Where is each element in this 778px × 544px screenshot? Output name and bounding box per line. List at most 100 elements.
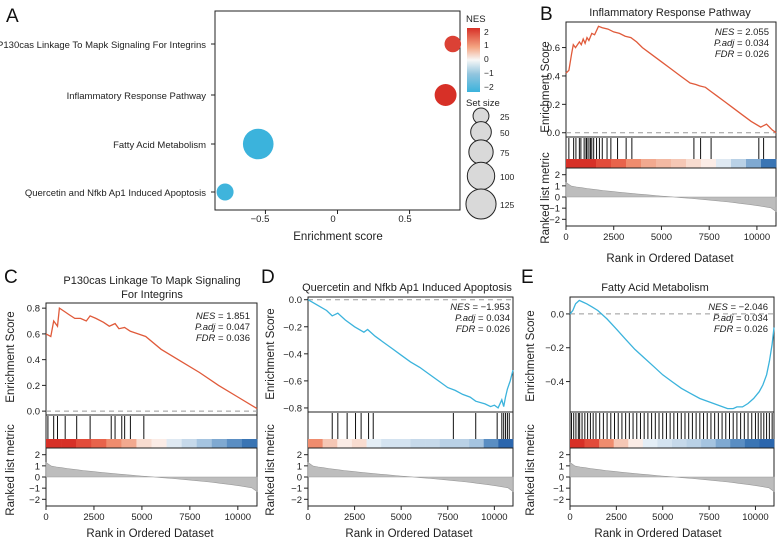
panel-b-x-axis-title: Rank in Ordered Dataset — [606, 253, 734, 265]
size-legend-circle-3 — [466, 161, 496, 191]
panel-c-es-tick-label-0: 0.0 — [27, 407, 40, 418]
panel-b-stat-nes-value: 2.055 — [745, 27, 769, 38]
panel-e-heatmap-cell-9 — [701, 439, 717, 448]
panel-e-metric-tick-label-3: −1 — [553, 484, 564, 495]
nes-legend-tick-4: −2 — [484, 82, 494, 92]
panel-c-es-axis-title: Enrichment Score — [5, 311, 17, 402]
panel-d-x-tick-label-4: 10000 — [481, 512, 507, 523]
panel-e-heatmap-cell-5 — [642, 439, 658, 448]
panel-c-heatmap-cell-10 — [196, 439, 213, 448]
panel-c-letter: C — [4, 267, 18, 288]
panel-d-stat-fdr-value: 0.026 — [486, 324, 510, 335]
panel-c-heatmap-cell-12 — [226, 439, 243, 448]
panel-a-dot-3 — [216, 183, 234, 201]
panel-e-x-tick-label-0: 0 — [567, 512, 572, 523]
panel-c-metric-tick-label-4: −2 — [29, 495, 40, 506]
panel-d-metric-area — [307, 461, 514, 493]
panel-b-metric-tick-label-3: −1 — [549, 204, 560, 215]
panel-d-letter: D — [261, 267, 275, 288]
panel-b-heatmap-cell-12 — [746, 159, 762, 168]
panel-d-x-tick-label-1: 2500 — [344, 512, 365, 523]
nes-legend-tick-0: 2 — [484, 27, 489, 37]
panel-b-heatmap-cell-9 — [701, 159, 717, 168]
panel-e-heatmap-cell-4 — [628, 439, 644, 448]
panel-b-stat-fdr-name: FDR — [715, 49, 735, 60]
panel-d-x-tick-label-2: 5000 — [391, 512, 412, 523]
panel-e-metric-tick-label-1: 1 — [559, 461, 564, 472]
panel-e-stat-fdr-name: FDR — [714, 324, 734, 335]
panel-d-heatmap-cell-9 — [439, 439, 455, 448]
panel-e-heatmap-cell-1 — [584, 439, 600, 448]
panel-a: A P130cas Linkage To Mapk Signaling For … — [0, 6, 514, 243]
panel-b-metric-axis-title: Ranked list metric — [540, 152, 552, 244]
panel-e-es-tick-label-0: 0.0 — [551, 309, 564, 320]
size-legend-label-2: 75 — [500, 148, 510, 158]
panel-d-heatmap-cell-7 — [410, 439, 426, 448]
panel-c-x-tick-label-4: 10000 — [225, 512, 251, 523]
panel-d-stat-padj: P.adj = 0.034 — [455, 313, 510, 324]
panel-a-x-tick-label-0: −0.5 — [251, 214, 270, 225]
panel-b-x-tick-label-3: 7500 — [699, 232, 720, 243]
panel-b-heatmap-cell-7 — [671, 159, 687, 168]
panel-d-es-tick-label-1: −0.2 — [283, 322, 302, 333]
panel-d-heatmap-cell-4 — [366, 439, 382, 448]
panel-e-stat-nes-value: −2.046 — [739, 302, 768, 313]
panel-e-stat-nes: NES = −2.046 — [708, 302, 768, 313]
panel-e-stats: NES = −2.046 P.adj = 0.034 FDR = 0.026 — [708, 302, 768, 335]
panel-c-heatmap-cell-2 — [76, 439, 92, 448]
nes-legend-title: NES — [466, 14, 486, 25]
panel-d-stat-padj-value: 0.034 — [486, 313, 510, 324]
panel-e-heatmap-cell-8 — [686, 439, 702, 448]
panel-c-es-tick-label-2: 0.4 — [27, 355, 40, 366]
panel-e-heatmap-cell-12 — [744, 439, 760, 448]
size-legend-circle-4 — [465, 188, 497, 220]
panel-d-x-tick-label-3: 7500 — [437, 512, 458, 523]
panel-d-stat-fdr-name: FDR — [456, 324, 476, 335]
panel-d-es-tick-label-3: −0.6 — [283, 376, 302, 387]
panel-e-metric-area — [569, 461, 775, 493]
panel-e-stat-nes-name: NES — [708, 302, 728, 313]
panel-b-metric-tick-label-0: 2 — [555, 170, 560, 181]
size-legend-label-0: 25 — [500, 112, 510, 122]
panel-b-heatmap-cell-10 — [716, 159, 732, 168]
panel-d-es-curve — [307, 299, 514, 409]
panel-c-x-tick-label-0: 0 — [43, 512, 48, 523]
panel-c: C P130cas Linkage To Mapk Signaling For … — [4, 267, 258, 540]
panel-b-heatmap-cell-3 — [611, 159, 627, 168]
panel-a-y-label-2: Fatty Acid Metabolism — [113, 140, 206, 151]
panel-c-stats: NES = 1.851 P.adj = 0.047 FDR = 0.036 — [195, 311, 250, 344]
panel-b-es-axis-title: Enrichment Score — [540, 41, 552, 132]
panel-b-es-curve — [565, 25, 777, 134]
panel-d-heatmap-cell-0 — [308, 439, 323, 448]
panel-c-heatmap-cell-11 — [211, 439, 228, 448]
panel-b-heatmap-cell-2 — [596, 159, 612, 168]
panel-b-x-tick-label-2: 5000 — [651, 232, 672, 243]
panel-d-heatmap-cell-6 — [395, 439, 411, 448]
panel-e-stat-fdr-value: 0.026 — [744, 324, 768, 335]
panel-e-heatmap-cell-6 — [657, 439, 673, 448]
panel-d-heatmap-cell-8 — [425, 439, 441, 448]
panel-e-heatmap-cell-7 — [672, 439, 687, 448]
panel-c-heatmap-cell-6 — [136, 439, 152, 448]
panel-b-heatmap-cell-0 — [566, 159, 582, 168]
panel-e-stat-padj-value: 0.034 — [744, 313, 768, 324]
panel-e: E Fatty Acid Metabolism Enrichment Score… — [521, 267, 775, 540]
panel-e-es-axis-title: Enrichment Score — [525, 310, 537, 401]
panel-d-metric-tick-label-0: 2 — [297, 450, 302, 461]
panel-b: B Inflammatory Response Pathway Enrichme… — [540, 4, 777, 265]
panel-c-metric-axis-title: Ranked list metric — [5, 424, 17, 516]
panel-d-es-tick-label-0: 0.0 — [289, 295, 302, 306]
panel-e-x-tick-label-2: 5000 — [652, 512, 673, 523]
panel-d-title: Quercetin and Nfkb Ap1 Induced Apoptosis — [302, 282, 512, 294]
panel-c-title-line-1: P130cas Linkage To Mapk Signaling — [63, 275, 240, 287]
panel-b-stat-nes: NES = 2.055 — [715, 27, 769, 38]
panel-c-x-axis-title: Rank in Ordered Dataset — [86, 528, 214, 540]
panel-e-stat-padj-name: P.adj — [713, 313, 734, 324]
panel-b-metric-tick-label-2: 0 — [555, 193, 560, 204]
panel-a-dot-1 — [434, 84, 457, 106]
panel-a-y-label-1: Inflammatory Response Pathway — [67, 91, 207, 102]
